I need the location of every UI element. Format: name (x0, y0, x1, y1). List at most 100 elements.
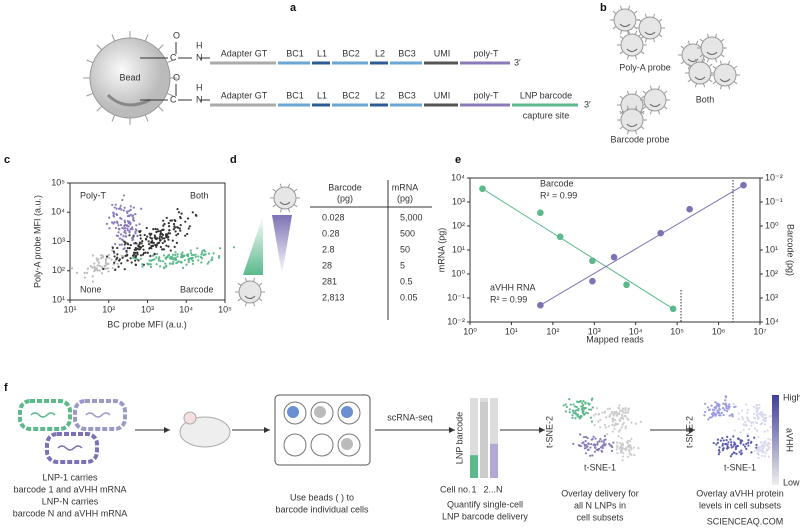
data-point (669, 305, 677, 313)
cloud-dot (711, 414, 715, 417)
cloud-dot (135, 224, 138, 227)
cloud-dot (136, 247, 139, 250)
spike (619, 51, 624, 55)
cloud-dot (190, 252, 193, 255)
cloud-dot (171, 239, 174, 242)
cloud-dot (724, 395, 727, 398)
cloud-dot (133, 253, 136, 256)
cloud-dot (733, 406, 736, 409)
cloud-dot (155, 256, 158, 259)
cloud-dot (598, 440, 601, 443)
cloud-dot (726, 435, 729, 438)
y-axis-title: Poly-A probe MFI (a.u.) (32, 195, 42, 288)
segment-label: poly-T (473, 90, 499, 100)
cell (341, 406, 353, 418)
spike (627, 30, 631, 35)
x-axis-title: BC probe MFI (a.u.) (107, 319, 187, 329)
quadrant-label: None (80, 284, 102, 294)
cloud-dot (132, 206, 135, 209)
bead-spike (86, 92, 94, 97)
x-tick-label: 10³ (588, 326, 601, 336)
cloud-dot (122, 248, 125, 251)
y2-tick-label: 10⁰ (765, 220, 779, 230)
cloud-dot (622, 452, 625, 455)
cloud-dot (118, 243, 121, 246)
spike (687, 40, 691, 45)
spike (687, 65, 691, 70)
cloud-dot (191, 262, 194, 265)
cloud-dot (633, 453, 636, 457)
cloud-dot (764, 440, 767, 443)
bar-fill (480, 402, 488, 478)
cloud-dot (725, 407, 728, 410)
cloud-dot (750, 424, 753, 427)
cloud-dot (200, 257, 204, 260)
cloud-dot (189, 249, 192, 252)
cloud-dot (91, 254, 95, 257)
probe-label: Barcode probe (610, 134, 669, 144)
cloud-dot (107, 262, 110, 265)
cloud-dot (625, 411, 628, 414)
column-header: (pg) (397, 193, 413, 203)
spike (626, 55, 630, 60)
cloud-dot (755, 443, 758, 447)
cloud-dot (210, 259, 213, 262)
cloud-dot (602, 441, 606, 444)
cloud-dot (138, 223, 141, 226)
cloud-dot (160, 248, 164, 251)
cloud-dot (725, 439, 728, 442)
table-cell: 50 (400, 244, 410, 254)
cloud-dot (157, 241, 160, 245)
cloud-dot (119, 233, 123, 236)
cloud-dot (760, 410, 763, 414)
segment-label: UMI (434, 90, 451, 100)
cloud-dot (126, 259, 129, 262)
spike (642, 90, 647, 94)
spike (658, 34, 663, 38)
bead-spike (96, 105, 103, 112)
bead-spike (157, 44, 164, 51)
cloud-dot (710, 404, 713, 407)
y2-tick-label: 10³ (765, 292, 778, 302)
spike (633, 10, 638, 14)
cloud-dot (194, 213, 197, 217)
y-axis-title: mRNA (pg) (436, 228, 446, 273)
cloud-dot (164, 262, 167, 265)
y2-tick-label: 10² (765, 268, 778, 278)
table-cell: 281 (322, 276, 337, 286)
cloud-dot (149, 233, 152, 237)
cloud-dot (571, 416, 574, 419)
cloud-dot (126, 229, 129, 232)
spike (637, 18, 642, 22)
cloud-dot (180, 255, 183, 258)
cloud-dot (163, 237, 166, 240)
cloud-dot (708, 416, 712, 419)
spike (733, 81, 738, 85)
cloud-dot (116, 246, 119, 250)
cloud-dot (132, 235, 135, 238)
spike (687, 63, 692, 67)
cloud-dot (755, 446, 758, 449)
atom: N (196, 94, 203, 104)
axis-label: t-SNE-2 (684, 416, 694, 448)
cloud-dot (130, 227, 133, 231)
cloud-dot (103, 265, 106, 268)
cloud-dot (621, 459, 624, 462)
cloud-dot (167, 238, 170, 241)
cloud-dot (138, 248, 142, 251)
cloud-dot (617, 406, 620, 409)
spike (714, 58, 718, 63)
cloud-dot (755, 448, 758, 451)
cloud-dot (707, 408, 711, 412)
bead-shine (106, 93, 151, 107)
y-axis-title: LNP barcode (454, 412, 464, 464)
cloud-dot (162, 219, 165, 222)
cloud-dot (706, 406, 710, 409)
cloud-dot (744, 445, 747, 448)
cloud-dot (115, 234, 118, 237)
probe-bead (238, 280, 262, 304)
cloud-dot (117, 265, 120, 268)
cloud-dot (625, 447, 628, 450)
cloud-dot (616, 423, 619, 426)
cloud-dot (173, 226, 176, 229)
